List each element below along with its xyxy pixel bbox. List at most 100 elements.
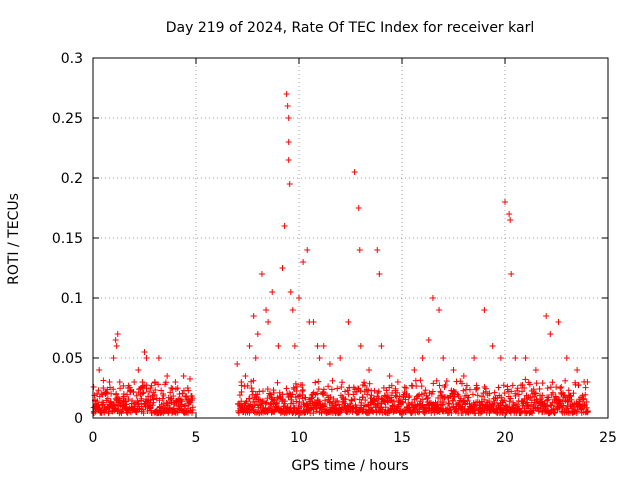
data-point [515,391,522,398]
data-point [422,408,429,415]
data-point [565,398,572,405]
data-point [313,408,320,415]
data-point [528,397,535,404]
data-point [507,395,514,402]
data-point [248,385,255,392]
data-point [100,399,107,406]
data-point [374,247,381,253]
data-point [445,400,452,407]
data-point [335,401,342,408]
data-point [361,382,368,389]
data-point [489,407,496,414]
data-point [460,373,467,379]
data-point [322,401,329,408]
data-point [146,388,153,395]
data-point [93,390,100,397]
data-point [446,401,453,408]
data-point [553,384,560,391]
data-point [275,405,282,412]
data-point [401,384,408,391]
data-point [440,399,447,406]
data-point [558,384,565,391]
data-point [567,392,574,399]
data-point [124,391,131,398]
data-point [344,387,351,394]
data-point [275,343,282,349]
data-point [342,388,349,395]
data-point [512,402,519,409]
data-point [408,382,415,389]
data-point [325,383,332,390]
data-point [274,379,281,386]
data-point [388,382,395,389]
data-point [143,355,150,361]
data-point [254,331,261,337]
data-point [111,406,118,413]
data-point [114,402,121,409]
data-point [547,331,554,337]
axis-ticks: 0 5 10 15 20 25 0 0.05 0.1 0.15 0.2 0.25 0.3 [52,51,617,446]
data-point [544,385,551,392]
data-point [116,397,123,404]
data-point [95,387,102,394]
data-point [332,399,339,406]
data-point [549,389,556,396]
data-point [512,355,519,361]
data-point [143,382,150,389]
data-point [182,402,189,409]
data-point [371,387,378,394]
data-point [382,404,389,411]
data-point [155,355,162,361]
data-point [355,205,362,211]
data-point [547,384,554,391]
data-point [267,391,274,398]
data-point [117,385,124,392]
data-point [406,393,413,400]
data-point [477,410,484,417]
data-point [320,386,327,393]
data-point [469,391,476,398]
data-point [539,380,546,387]
data-point [332,402,339,409]
data-point [383,387,390,394]
data-points [90,91,591,417]
data-point [501,390,508,397]
data-point [255,396,262,403]
data-point [450,367,457,373]
y-tick-label: 0.05 [52,351,83,367]
data-point [285,139,292,145]
data-point [122,398,129,405]
data-point [521,384,528,391]
data-point [270,389,277,396]
y-axis-label: ROTI / TECUs [6,193,22,285]
data-point [281,398,288,405]
data-point [179,398,186,405]
y-tick-label: 0.25 [52,111,83,127]
data-point [176,391,183,397]
data-point [525,405,532,412]
data-point [520,400,527,407]
data-point [286,390,293,397]
x-axis-label: GPS time / hours [291,458,408,474]
data-point [285,115,292,121]
data-point [375,388,382,395]
data-point [302,394,309,401]
data-point [266,404,273,411]
data-point [419,396,426,403]
data-point [300,400,307,407]
data-point [419,355,426,361]
data-point [351,169,358,175]
data-point [316,355,323,361]
data-point [522,376,529,383]
data-point [134,401,141,408]
data-point [160,392,167,399]
data-point [486,398,493,405]
data-point [519,388,526,395]
data-point [530,386,537,393]
data-point [509,382,516,389]
data-point [184,385,191,391]
data-point [394,389,401,396]
data-point [456,399,463,406]
data-point [489,343,496,349]
data-point [168,385,175,391]
